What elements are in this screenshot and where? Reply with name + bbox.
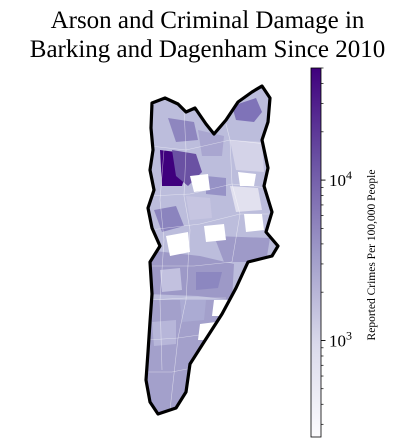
map-title-line-2: Barking and Dagenham Since 2010 (29, 36, 386, 63)
ward-nodata-2 (238, 172, 256, 186)
colorbar-tick-base: 10 (329, 171, 346, 190)
ward-mid-2 (196, 272, 222, 290)
ward-nodata-5 (244, 214, 264, 232)
ward-nodata-1 (190, 174, 210, 192)
ward-mid-1 (206, 176, 226, 196)
ward-light-4 (160, 268, 182, 292)
map-title: Arson and Criminal Damage in Barking and… (0, 6, 415, 64)
ward-light-3 (186, 196, 212, 220)
colorbar-gradient (311, 68, 321, 437)
ward-northeast (232, 98, 262, 122)
colorbar-tick-label: 103 (329, 328, 352, 350)
colorbar-frame (310, 67, 322, 438)
map-title-line-1: Arson and Criminal Damage in (50, 7, 365, 34)
ward-nodata-3 (166, 232, 190, 256)
colorbar-label-text: Reported Crimes Per 100,000 People (366, 169, 378, 341)
ward-east (214, 236, 270, 262)
ward-mid-4 (180, 300, 206, 322)
colorbar-tick-exponent: 4 (346, 168, 352, 182)
borough-outline (144, 84, 280, 416)
ward-mid-3 (152, 320, 176, 346)
ward-nodata-7 (212, 300, 228, 316)
colorbar-tick-label: 104 (329, 168, 352, 190)
ward-nodata-4 (204, 224, 226, 242)
ward-light-1 (230, 140, 264, 172)
colorbar-tick-exponent: 3 (346, 328, 352, 342)
colorbar-tick-base: 10 (329, 331, 346, 350)
ward-north-central (198, 130, 224, 156)
ward-boundaries (147, 109, 272, 411)
ward-north (168, 118, 198, 142)
